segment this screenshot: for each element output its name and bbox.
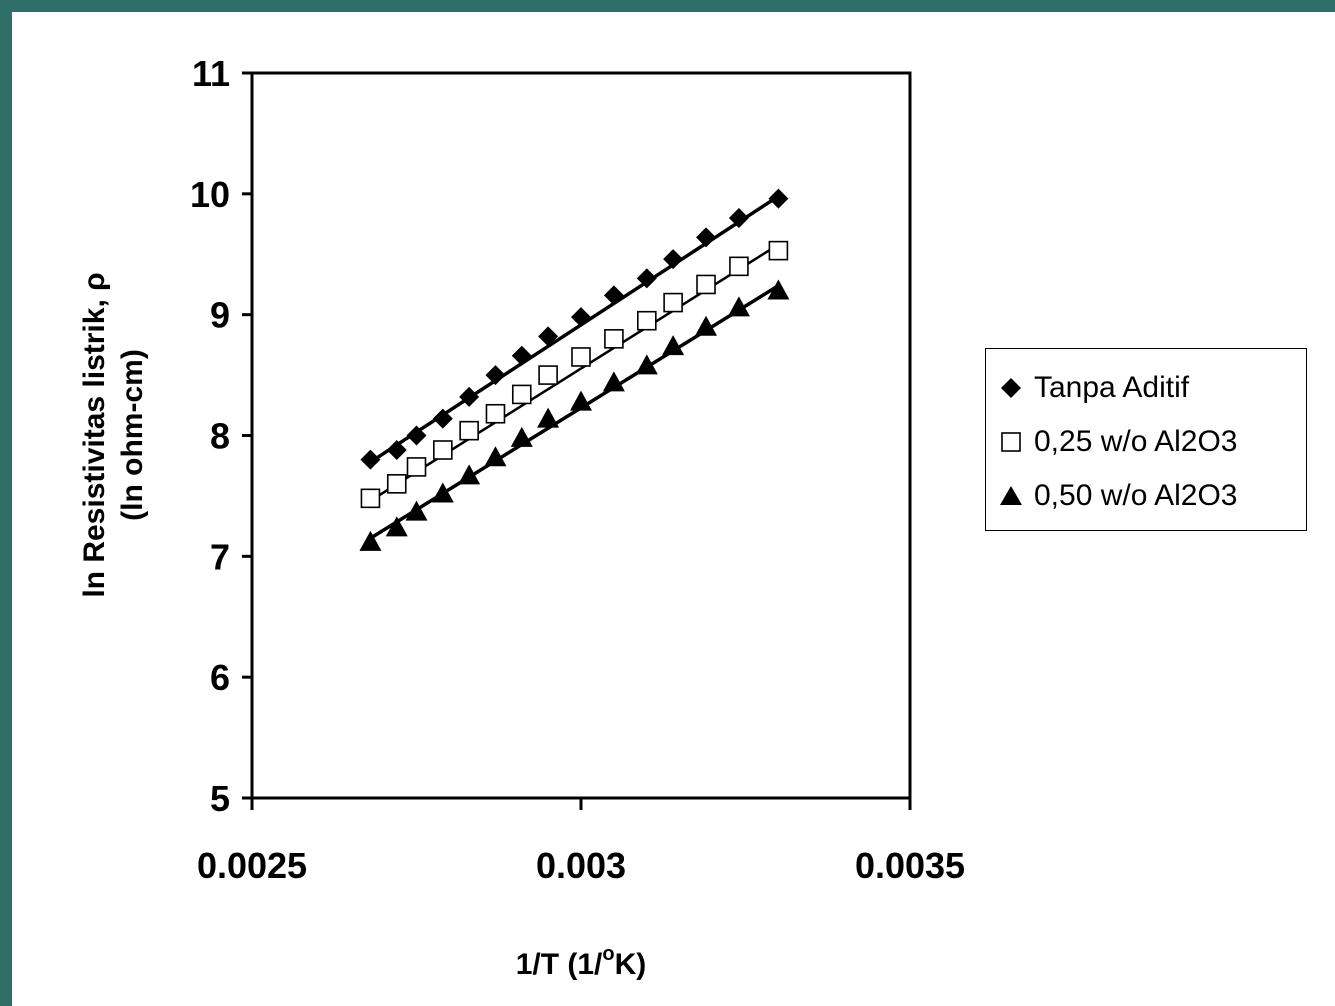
plot-frame: [250, 71, 912, 800]
square-point: [636, 310, 657, 331]
trendlines: [369, 194, 780, 540]
triangle-point: [662, 335, 685, 356]
legend-label: Tanpa Aditif: [1034, 371, 1190, 404]
y-tick-label: 10: [190, 174, 230, 215]
diamond-point: [663, 249, 684, 270]
x-axis-ticks: 0.0025 0.003 0.0035: [197, 798, 965, 886]
square-point: [386, 474, 407, 494]
square-point: [511, 384, 532, 405]
y-axis-ticks: 5 6 7 8 9 10 11: [190, 53, 252, 819]
y-tick-label: 6: [210, 657, 230, 698]
triangle-point: [359, 530, 382, 551]
trendline-3: [369, 284, 780, 540]
triangle-point: [727, 296, 750, 317]
y-tick-label: 8: [210, 416, 230, 457]
legend-item-050-al2o3: 0,50 w/o Al2O3: [986, 469, 1306, 523]
legend-label: 0,25 w/o Al2O3: [1034, 425, 1238, 458]
diamond-point: [432, 408, 453, 429]
diamond-point: [406, 425, 427, 446]
square-point: [663, 292, 683, 313]
diamond-point: [768, 188, 789, 209]
y-tick-label: 7: [210, 536, 230, 577]
square-point: [459, 420, 479, 441]
triangle-point: [767, 279, 790, 300]
triangle-point: [385, 516, 408, 537]
square-point: [433, 440, 453, 460]
triangle-marker-icon: [1000, 486, 1022, 505]
scatter-chart: 0.0025 0.003 0.0035 5 6 7 8 9 10 11 1/T (1/oK) l…: [78, 53, 965, 981]
diamond-point: [603, 285, 624, 306]
triangle-point: [484, 446, 507, 467]
square-point: [768, 240, 789, 261]
diamond-point: [636, 268, 657, 289]
plot-area: [250, 71, 912, 800]
legend-item-025-al2o3: 0,25 w/o Al2O3: [986, 415, 1306, 469]
diamond-point: [459, 386, 480, 407]
data-markers: [359, 188, 790, 551]
square-point: [696, 274, 716, 295]
triangle-point: [537, 407, 560, 428]
square-point: [571, 347, 591, 367]
y-tick-label: 5: [210, 778, 230, 819]
triangle-point: [405, 500, 428, 521]
square-point: [604, 329, 624, 349]
triangle-point: [431, 482, 454, 503]
triangle-point: [695, 315, 718, 336]
y-axis-title-units: (ln ohm-cm): [116, 349, 149, 521]
diamond-point: [728, 208, 749, 228]
diamond-point: [538, 326, 559, 347]
chart-panel: 0.0025 0.003 0.0035 5 6 7 8 9 10 11 1/T (1/oK) l…: [12, 12, 1335, 1006]
triangle-point: [602, 371, 625, 392]
trendline-2: [369, 243, 780, 502]
x-tick-label: 0.0035: [855, 845, 965, 886]
diamond-point: [511, 345, 532, 366]
legend-label: 0,50 w/o Al2O3: [1034, 479, 1238, 512]
square-point: [406, 457, 427, 477]
legend: Tanpa Aditif 0,25 w/o Al2O3 0,50 w/o Al2…: [985, 348, 1307, 531]
diamond-point: [571, 307, 591, 328]
y-tick-label: 9: [210, 295, 230, 336]
triangle-point: [635, 354, 658, 375]
triangle-point: [458, 464, 481, 485]
x-tick-label: 0.003: [536, 845, 626, 886]
square-point: [729, 256, 749, 277]
trendline-1: [369, 194, 780, 464]
square-point: [360, 488, 381, 509]
triangle-point: [510, 426, 533, 447]
diamond-marker-icon: [1001, 378, 1021, 398]
y-tick-label: 11: [192, 53, 230, 94]
x-tick-label: 0.0025: [197, 845, 307, 886]
triangle-point: [570, 390, 592, 411]
diamond-point: [386, 440, 407, 460]
diamond-point: [360, 449, 381, 470]
x-axis-title: 1/T (1/oK): [516, 943, 647, 981]
open-square-marker-icon: [1001, 432, 1021, 452]
legend-item-tanpa-aditif: Tanpa Aditif: [986, 361, 1306, 415]
diamond-point: [485, 365, 506, 386]
diamond-point: [696, 227, 717, 248]
square-point: [538, 365, 558, 385]
y-axis-title: ln Resistivitas listrik, ρ: [78, 272, 111, 597]
square-point: [485, 403, 506, 424]
